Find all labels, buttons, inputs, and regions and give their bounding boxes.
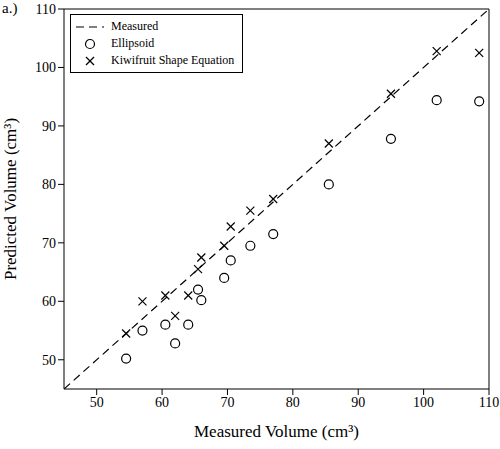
svg-text:100: 100 [35,60,56,75]
svg-text:110: 110 [36,2,56,17]
svg-text:60: 60 [155,395,169,410]
svg-text:110: 110 [479,395,492,410]
svg-text:80: 80 [286,395,300,410]
svg-text:90: 90 [42,119,56,134]
svg-text:90: 90 [351,395,365,410]
svg-text:50: 50 [90,395,104,410]
svg-text:70: 70 [220,395,234,410]
svg-text:50: 50 [42,353,56,368]
svg-text:70: 70 [42,236,56,251]
svg-text:Predicted Volume (cm³): Predicted Volume (cm³) [8,118,20,280]
html-text:Kiwifruit Shape Equation: Kiwifruit Shape Equation [111,53,235,67]
html-text:Measured: Measured [111,19,159,33]
html-text:a.): a.) [2,0,18,16]
svg-text:100: 100 [413,395,434,410]
html-text:Ellipsoid: Ellipsoid [111,36,155,50]
svg-text:60: 60 [42,294,56,309]
svg-text:Measured Volume (cm³): Measured Volume (cm³) [194,422,359,441]
svg-text:80: 80 [42,177,56,192]
